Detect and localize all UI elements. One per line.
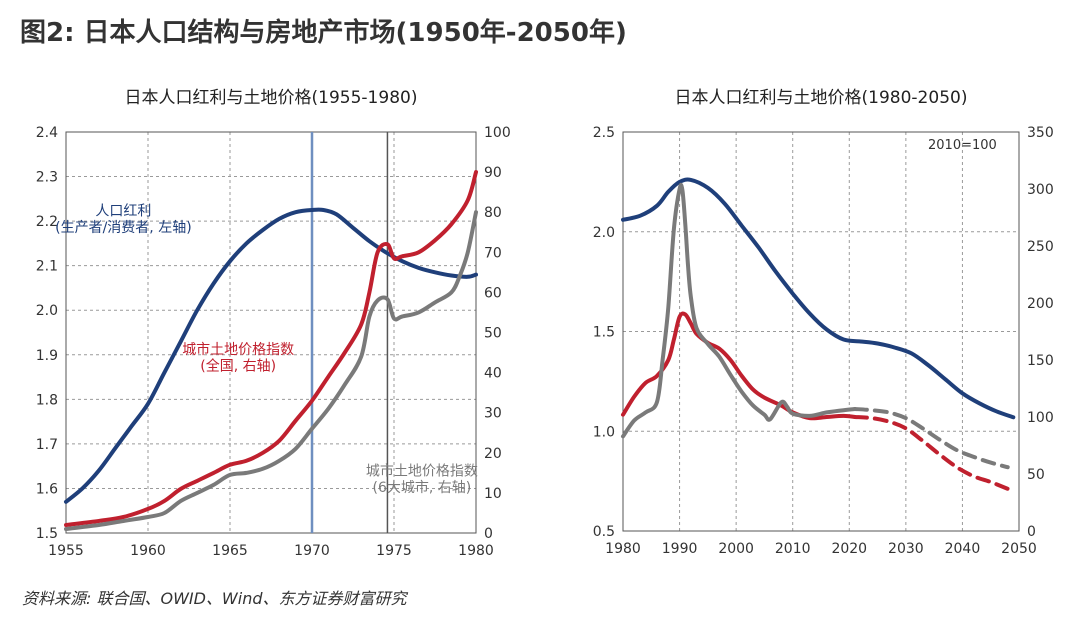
chart1-series-blue-line [64, 207, 478, 504]
chart1-x-tick-label: 1955 [48, 543, 84, 559]
chart2-x-tick-label: 2050 [1001, 541, 1037, 557]
chart1-left-tick-label: 2.0 [36, 303, 58, 319]
chart2-left-tick-label: 0.5 [593, 524, 615, 540]
chart2-right-tick-label: 200 [1027, 296, 1054, 312]
chart2-left-tick-label: 1.5 [593, 325, 615, 341]
chart2-left-tick-label: 2.5 [593, 125, 615, 141]
chart1-left-tick-label: 2.2 [36, 214, 58, 230]
chart2-x-tick-label: 2010 [775, 541, 811, 557]
chart1-x-tick-label: 1960 [130, 543, 166, 559]
chart2-series-gray-line [621, 182, 857, 439]
chart2-x-tick-label: 1980 [605, 541, 641, 557]
chart1-annotation-3: 城市土地价格指数 [182, 341, 294, 358]
chart2-x-tick-label: 2040 [945, 541, 981, 557]
chart1-series-gray-line [64, 210, 478, 531]
chart1-right-tick-label: 0 [484, 526, 493, 542]
source-note: 资料来源: 联合国、OWID、Wind、东方证券财富研究 [22, 589, 407, 608]
chart2-x-tick-label: 2000 [718, 541, 754, 557]
chart1-left-tick-label: 2.1 [36, 259, 58, 275]
chart1-left-tick-label: 1.7 [36, 437, 58, 453]
chart1-left-tick-label: 2.4 [36, 125, 58, 141]
chart2-title: 日本人口红利与土地价格(1980-2050) [675, 88, 968, 108]
chart1-right-tick-label: 80 [484, 205, 502, 221]
chart1-left-tick-label: 1.5 [36, 526, 58, 542]
chart1-right-tick-label: 10 [484, 486, 502, 502]
chart2-series-blue-line [621, 177, 1016, 420]
chart1-frame [65, 131, 477, 534]
chart2-right-tick-label: 50 [1027, 467, 1045, 483]
chart2-series-red-dashed-line [852, 415, 1010, 491]
chart1-left-tick-label: 1.8 [36, 392, 58, 408]
chart1-series-red-line [64, 170, 478, 527]
chart2-annotation-1: 2010=100 [928, 138, 997, 153]
figure-title: 图2: 日本人口结构与房地产市场(1950年-2050年) [20, 18, 627, 48]
chart2-series-gray-dashed-line [852, 407, 1010, 470]
chart1-left-tick-label: 2.3 [36, 170, 58, 186]
chart2-left-tick-label: 1.0 [593, 424, 615, 440]
chart1-left-tick-label: 1.6 [36, 481, 58, 497]
chart1-right-tick-label: 60 [484, 285, 502, 301]
chart1-x-tick-label: 1975 [376, 543, 412, 559]
chart1-title: 日本人口红利与土地价格(1955-1980) [125, 88, 418, 108]
chart1-annotation-1: 人口红利 [95, 203, 151, 219]
chart1-annotation-2: (生产者/消费者, 左轴) [55, 220, 192, 236]
chart1-right-tick-label: 40 [484, 366, 502, 382]
chart1-annotation-6: (6大城市, 右轴) [373, 479, 472, 496]
chart1-left-tick-label: 1.9 [36, 348, 58, 364]
chart2-right-tick-label: 150 [1027, 353, 1054, 369]
chart1-x-tick-label: 1970 [294, 543, 330, 559]
chart1-right-tick-label: 30 [484, 406, 502, 422]
chart2-x-tick-label: 1990 [662, 541, 698, 557]
chart1-right-tick-label: 20 [484, 446, 502, 462]
chart1-right-tick-label: 50 [484, 326, 502, 342]
chart2-right-tick-label: 350 [1027, 125, 1054, 141]
chart2-x-tick-label: 2020 [831, 541, 867, 557]
chart2-right-tick-label: 250 [1027, 239, 1054, 255]
chart1-right-tick-label: 70 [484, 245, 502, 261]
chart2-right-tick-label: 0 [1027, 524, 1036, 540]
chart1-x-tick-label: 1965 [212, 543, 248, 559]
chart2-right-tick-label: 100 [1027, 410, 1054, 426]
chart1-annotation-5: 城市土地价格指数 [366, 463, 478, 480]
chart1-x-tick-label: 1980 [458, 543, 494, 559]
chart2-frame [622, 131, 1020, 532]
chart2-left-tick-label: 2.0 [593, 225, 615, 241]
chart2-right-tick-label: 300 [1027, 182, 1054, 198]
chart1-right-tick-label: 90 [484, 165, 502, 181]
chart2-x-tick-label: 2030 [888, 541, 924, 557]
chart1-right-tick-label: 100 [484, 125, 511, 141]
chart1-annotation-4: (全国, 右轴) [200, 357, 276, 374]
